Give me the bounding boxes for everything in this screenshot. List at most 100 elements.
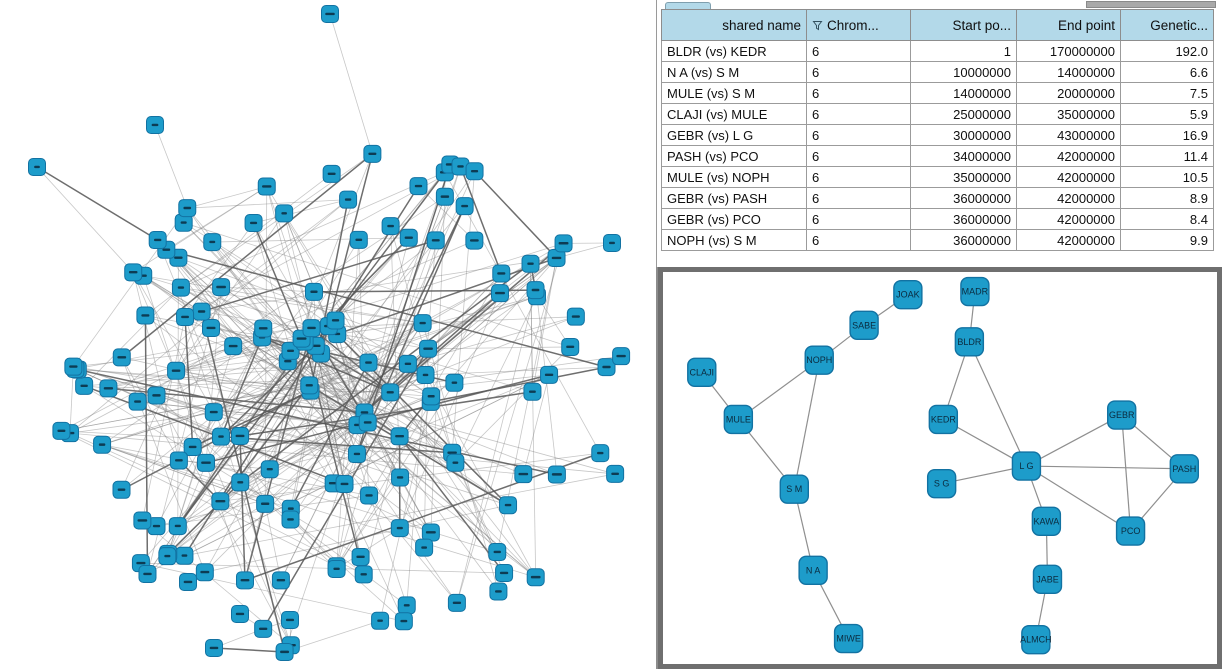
network-node[interactable] — [99, 379, 118, 398]
node-shape[interactable] — [1115, 516, 1146, 546]
table-row[interactable]: PASH (vs) PCO 6 34000000 42000000 11.4 — [661, 145, 1214, 167]
network-node[interactable] — [147, 386, 166, 405]
network-node[interactable] — [447, 593, 466, 612]
network-node[interactable] — [415, 538, 434, 557]
network-edge[interactable] — [1026, 414, 1122, 467]
network-node[interactable] — [499, 496, 518, 515]
network-node[interactable] — [300, 376, 319, 395]
network-node[interactable] — [178, 199, 197, 218]
network-node[interactable] — [446, 453, 465, 472]
table-row[interactable]: GEBR (vs) L G 6 30000000 43000000 16.9 — [661, 124, 1214, 146]
network-node[interactable] — [398, 354, 417, 373]
network-node[interactable] — [52, 421, 71, 440]
node-shape[interactable] — [893, 280, 923, 310]
network-node-bldr[interactable]: BLDR — [954, 327, 985, 357]
filter-icon[interactable] — [812, 20, 823, 31]
network-node[interactable] — [521, 254, 540, 273]
node-shape[interactable] — [1032, 564, 1063, 595]
network-node[interactable] — [257, 177, 276, 196]
network-node[interactable] — [381, 383, 400, 402]
node-shape[interactable] — [833, 623, 864, 654]
network-node[interactable] — [351, 547, 370, 566]
network-node[interactable] — [260, 460, 279, 479]
network-node[interactable] — [174, 213, 193, 232]
network-node[interactable] — [547, 465, 566, 484]
network-node[interactable] — [451, 157, 470, 176]
table-row[interactable]: NOPH (vs) S M 6 36000000 42000000 9.9 — [661, 229, 1214, 251]
network-canvas-main[interactable] — [0, 0, 656, 669]
network-node[interactable] — [28, 158, 46, 176]
node-shape[interactable] — [960, 276, 990, 307]
network-node[interactable] — [175, 546, 194, 565]
network-node[interactable] — [304, 282, 323, 301]
network-node[interactable] — [554, 234, 573, 253]
network-node-kedr[interactable]: KEDR — [928, 404, 959, 435]
network-node[interactable] — [390, 427, 409, 446]
network-node[interactable] — [490, 284, 509, 303]
network-node[interactable] — [566, 307, 585, 326]
network-node[interactable] — [211, 492, 230, 511]
panel-tab-fragment[interactable] — [665, 2, 711, 9]
network-node[interactable] — [347, 445, 366, 464]
network-node[interactable] — [488, 543, 507, 562]
network-canvas-subnetwork[interactable]: JOAK MADR SABE BLDR NOPH CLAJI MULE KEDR GEBR L G… — [663, 272, 1217, 664]
node-shape[interactable] — [1021, 624, 1051, 655]
network-node[interactable] — [360, 486, 379, 505]
network-node-noph[interactable]: NOPH — [804, 345, 834, 375]
network-node-gebr[interactable]: GEBR — [1107, 400, 1137, 430]
network-node[interactable] — [254, 319, 273, 338]
network-node-kawa[interactable]: KAWA — [1031, 506, 1062, 537]
network-node[interactable] — [112, 348, 131, 367]
node-shape[interactable] — [779, 474, 809, 504]
network-node-pash[interactable]: PASH — [1169, 454, 1200, 484]
network-node-almch[interactable]: ALMCH — [1020, 624, 1052, 655]
network-node[interactable] — [526, 568, 545, 587]
node-shape[interactable] — [1169, 454, 1200, 484]
horizontal-scrollbar-thumb[interactable] — [1086, 1, 1216, 8]
network-node[interactable] — [275, 204, 294, 223]
network-node[interactable] — [445, 373, 464, 392]
node-shape[interactable] — [723, 404, 754, 435]
network-node[interactable] — [203, 233, 222, 252]
network-node-s-m[interactable]: S M — [779, 474, 809, 504]
network-node[interactable] — [254, 619, 273, 638]
network-node[interactable] — [465, 231, 484, 250]
network-node[interactable] — [327, 559, 346, 578]
network-node[interactable] — [514, 465, 533, 484]
column-header-genetic[interactable]: Genetic... — [1120, 9, 1214, 41]
network-node[interactable] — [183, 438, 202, 457]
network-node[interactable] — [281, 611, 299, 629]
network-node[interactable] — [231, 473, 250, 492]
table-row[interactable]: GEBR (vs) PCO 6 36000000 42000000 8.4 — [661, 208, 1214, 230]
network-node[interactable] — [124, 263, 143, 282]
node-shape[interactable] — [687, 357, 717, 388]
network-node[interactable] — [426, 231, 445, 250]
network-node[interactable] — [195, 563, 214, 582]
network-node[interactable] — [416, 366, 435, 385]
node-shape[interactable] — [1031, 506, 1062, 537]
node-shape[interactable] — [1011, 451, 1042, 481]
network-node[interactable] — [167, 361, 186, 380]
network-node[interactable] — [422, 387, 441, 406]
network-node[interactable] — [359, 353, 378, 372]
network-edge[interactable] — [1026, 465, 1185, 470]
network-node[interactable] — [603, 234, 621, 252]
table-row[interactable]: MULE (vs) S M 6 14000000 20000000 7.5 — [661, 82, 1214, 104]
network-edge[interactable] — [1026, 465, 1131, 532]
network-node[interactable] — [171, 278, 190, 297]
network-node-jabe[interactable]: JABE — [1032, 564, 1063, 595]
network-node[interactable] — [339, 190, 358, 209]
network-node[interactable] — [540, 365, 559, 384]
network-node[interactable] — [148, 231, 167, 250]
network-node[interactable] — [390, 519, 409, 538]
node-shape[interactable] — [928, 404, 959, 435]
table-row[interactable]: GEBR (vs) PASH 6 36000000 42000000 8.9 — [661, 187, 1214, 209]
network-node[interactable] — [168, 517, 187, 536]
network-node[interactable] — [128, 392, 147, 411]
network-node[interactable] — [281, 510, 300, 529]
network-node[interactable] — [138, 565, 157, 584]
network-node[interactable] — [204, 403, 223, 422]
table-row[interactable]: N A (vs) S M 6 10000000 14000000 6.6 — [661, 61, 1214, 83]
node-shape[interactable] — [798, 555, 828, 586]
network-node[interactable] — [322, 164, 341, 183]
